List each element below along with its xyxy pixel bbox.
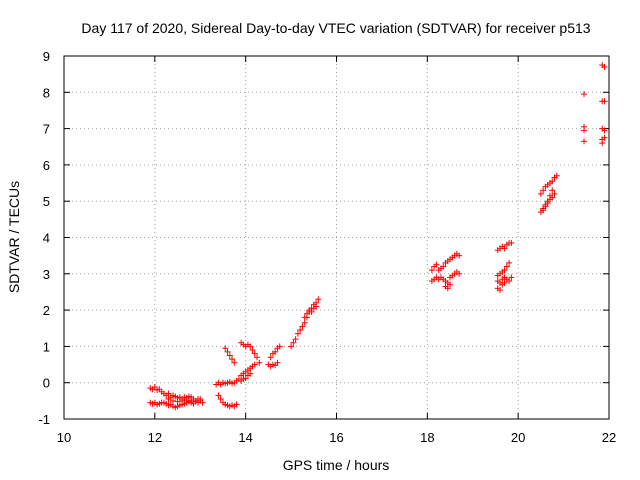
y-tick-label: 7 — [43, 122, 50, 137]
data-point — [546, 192, 553, 199]
data-point — [165, 390, 172, 397]
data-point — [215, 392, 222, 399]
data-point — [299, 323, 306, 330]
data-point — [506, 259, 513, 266]
x-tick-label: 10 — [57, 430, 71, 445]
x-tick-label: 14 — [238, 430, 252, 445]
data-point — [294, 330, 301, 337]
data-point — [297, 327, 304, 334]
data-point — [251, 350, 258, 357]
data-point — [601, 127, 608, 134]
chart-title: Day 117 of 2020, Sidereal Day-to-day VTE… — [81, 20, 590, 36]
data-point — [497, 287, 503, 294]
x-tick-label: 16 — [329, 430, 343, 445]
data-point — [276, 343, 283, 350]
data-point — [267, 354, 274, 361]
data-point — [508, 239, 515, 246]
y-tick-label: 8 — [43, 85, 50, 100]
y-tick-label: 2 — [43, 303, 50, 318]
data-point — [274, 359, 281, 366]
x-tick-label: 18 — [420, 430, 434, 445]
data-point — [501, 245, 508, 252]
data-point — [456, 270, 463, 277]
data-point — [503, 263, 510, 270]
data-point — [308, 308, 315, 315]
data-point — [581, 91, 588, 98]
x-axis-label: GPS time / hours — [283, 457, 390, 473]
data-point — [428, 267, 435, 274]
data-point — [537, 190, 544, 197]
data-point — [581, 138, 588, 145]
data-point — [194, 399, 201, 406]
data-point — [444, 285, 451, 292]
data-point — [601, 134, 608, 141]
data-point — [301, 314, 308, 321]
data-point — [165, 396, 172, 403]
data-point — [249, 347, 256, 354]
y-tick-label: 3 — [43, 267, 50, 282]
y-tick-label: 1 — [43, 339, 50, 354]
data-point — [315, 296, 322, 303]
data-point — [581, 127, 588, 134]
y-tick-label: 4 — [43, 231, 50, 246]
data-point — [188, 397, 195, 404]
data-point — [601, 98, 608, 105]
data-point — [224, 348, 231, 355]
data-point — [599, 140, 606, 147]
data-point — [506, 278, 513, 285]
data-point — [290, 339, 297, 346]
data-point — [251, 361, 258, 368]
data-point — [256, 359, 263, 366]
data-point — [501, 279, 508, 286]
y-tick-label: 5 — [43, 194, 50, 209]
data-point — [542, 203, 549, 210]
data-point — [288, 343, 295, 350]
data-point — [174, 398, 181, 405]
y-axis-label: SDTVAR / TECUs — [6, 181, 22, 293]
data-point — [292, 336, 299, 343]
x-tick-label: 22 — [602, 430, 616, 445]
data-point — [433, 261, 440, 268]
data-point — [222, 345, 229, 352]
data-point — [551, 190, 558, 197]
data-point — [313, 303, 320, 310]
data-point — [544, 200, 551, 207]
y-tick-label: 6 — [43, 158, 50, 173]
data-point — [440, 263, 447, 270]
data-point — [197, 396, 204, 403]
y-tick-label: 9 — [43, 49, 50, 64]
data-point — [303, 310, 310, 317]
data-point — [217, 396, 224, 403]
data-point — [447, 281, 454, 288]
data-point — [233, 401, 240, 408]
data-point — [272, 348, 279, 355]
data-point — [549, 178, 556, 185]
x-tick-label: 12 — [148, 430, 162, 445]
data-point — [501, 267, 508, 274]
data-point — [183, 397, 190, 404]
data-point — [247, 370, 254, 377]
data-point — [247, 343, 254, 350]
data-point — [231, 359, 238, 366]
data-point — [540, 207, 547, 214]
data-point — [254, 354, 261, 361]
y-tick-label: 0 — [43, 376, 50, 391]
data-point — [170, 397, 176, 404]
data-point — [540, 187, 547, 194]
data-point — [179, 397, 186, 404]
data-point — [553, 172, 560, 179]
data-point — [508, 274, 515, 281]
data-point — [549, 187, 556, 194]
data-point — [301, 319, 308, 326]
grid — [64, 56, 609, 419]
data-point — [226, 352, 233, 359]
data-point — [456, 252, 463, 259]
y-tick-label: -1 — [38, 412, 50, 427]
data-point — [229, 356, 236, 363]
data-point — [601, 63, 608, 70]
data-points — [147, 62, 608, 411]
x-tick-label: 20 — [511, 430, 525, 445]
